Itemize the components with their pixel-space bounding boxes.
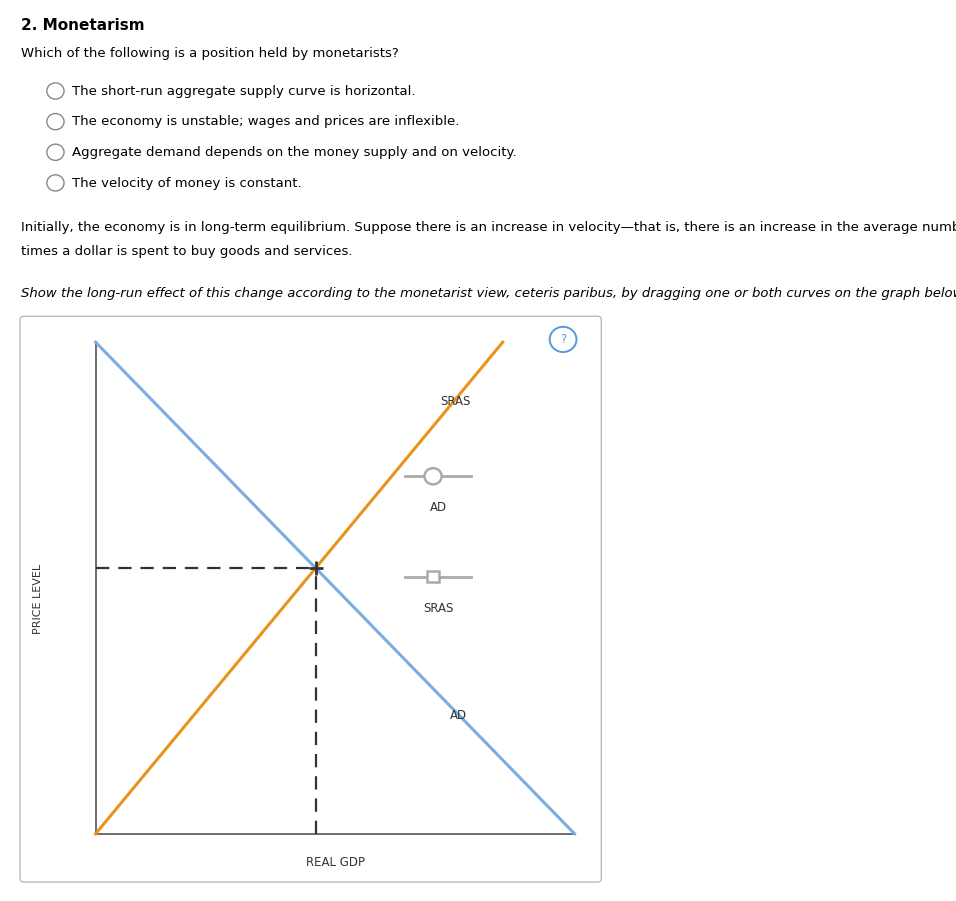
Text: PRICE LEVEL: PRICE LEVEL — [33, 564, 43, 634]
Text: times a dollar is spent to buy goods and services.: times a dollar is spent to buy goods and… — [21, 245, 353, 258]
FancyBboxPatch shape — [20, 316, 601, 882]
Text: Which of the following is a position held by monetarists?: Which of the following is a position hel… — [21, 47, 399, 59]
Text: The short-run aggregate supply curve is horizontal.: The short-run aggregate supply curve is … — [72, 85, 415, 97]
Text: The economy is unstable; wages and prices are inflexible.: The economy is unstable; wages and price… — [72, 115, 459, 128]
Text: AD: AD — [450, 709, 467, 723]
Text: SRAS: SRAS — [424, 602, 453, 615]
Text: SRAS: SRAS — [441, 395, 470, 407]
Text: Initially, the economy is in long-term equilibrium. Suppose there is an increase: Initially, the economy is in long-term e… — [21, 221, 956, 233]
Text: Aggregate demand depends on the money supply and on velocity.: Aggregate demand depends on the money su… — [72, 146, 516, 159]
Text: ?: ? — [560, 332, 566, 346]
Bar — [427, 571, 439, 582]
Circle shape — [424, 469, 442, 485]
Text: The velocity of money is constant.: The velocity of money is constant. — [72, 177, 301, 189]
Text: REAL GDP: REAL GDP — [306, 857, 364, 869]
Text: AD: AD — [430, 502, 446, 514]
Text: 2. Monetarism: 2. Monetarism — [21, 18, 144, 33]
Text: Show the long-run effect of this change according to the monetarist view, ceteri: Show the long-run effect of this change … — [21, 287, 956, 299]
